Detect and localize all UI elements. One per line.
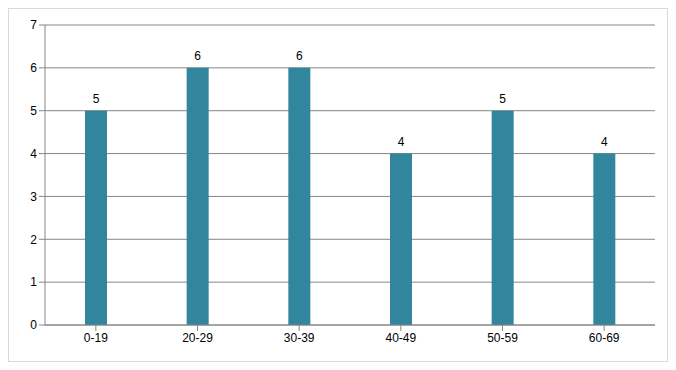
svg-text:4: 4 (30, 147, 37, 161)
svg-text:50-59: 50-59 (487, 331, 518, 345)
svg-text:5: 5 (499, 92, 506, 106)
svg-text:6: 6 (194, 49, 201, 63)
svg-text:7: 7 (30, 18, 37, 32)
svg-text:6: 6 (296, 49, 303, 63)
svg-text:1: 1 (30, 275, 37, 289)
svg-text:6: 6 (30, 61, 37, 75)
svg-text:3: 3 (30, 190, 37, 204)
svg-text:20-29: 20-29 (182, 331, 213, 345)
svg-text:2: 2 (30, 233, 37, 247)
svg-text:60-69: 60-69 (589, 331, 620, 345)
svg-text:5: 5 (30, 104, 37, 118)
svg-text:4: 4 (601, 135, 608, 149)
svg-text:0-19: 0-19 (84, 331, 108, 345)
svg-text:30-39: 30-39 (284, 331, 315, 345)
svg-text:0: 0 (30, 318, 37, 332)
svg-text:4: 4 (398, 135, 405, 149)
svg-text:40-49: 40-49 (385, 331, 416, 345)
svg-text:5: 5 (93, 92, 100, 106)
